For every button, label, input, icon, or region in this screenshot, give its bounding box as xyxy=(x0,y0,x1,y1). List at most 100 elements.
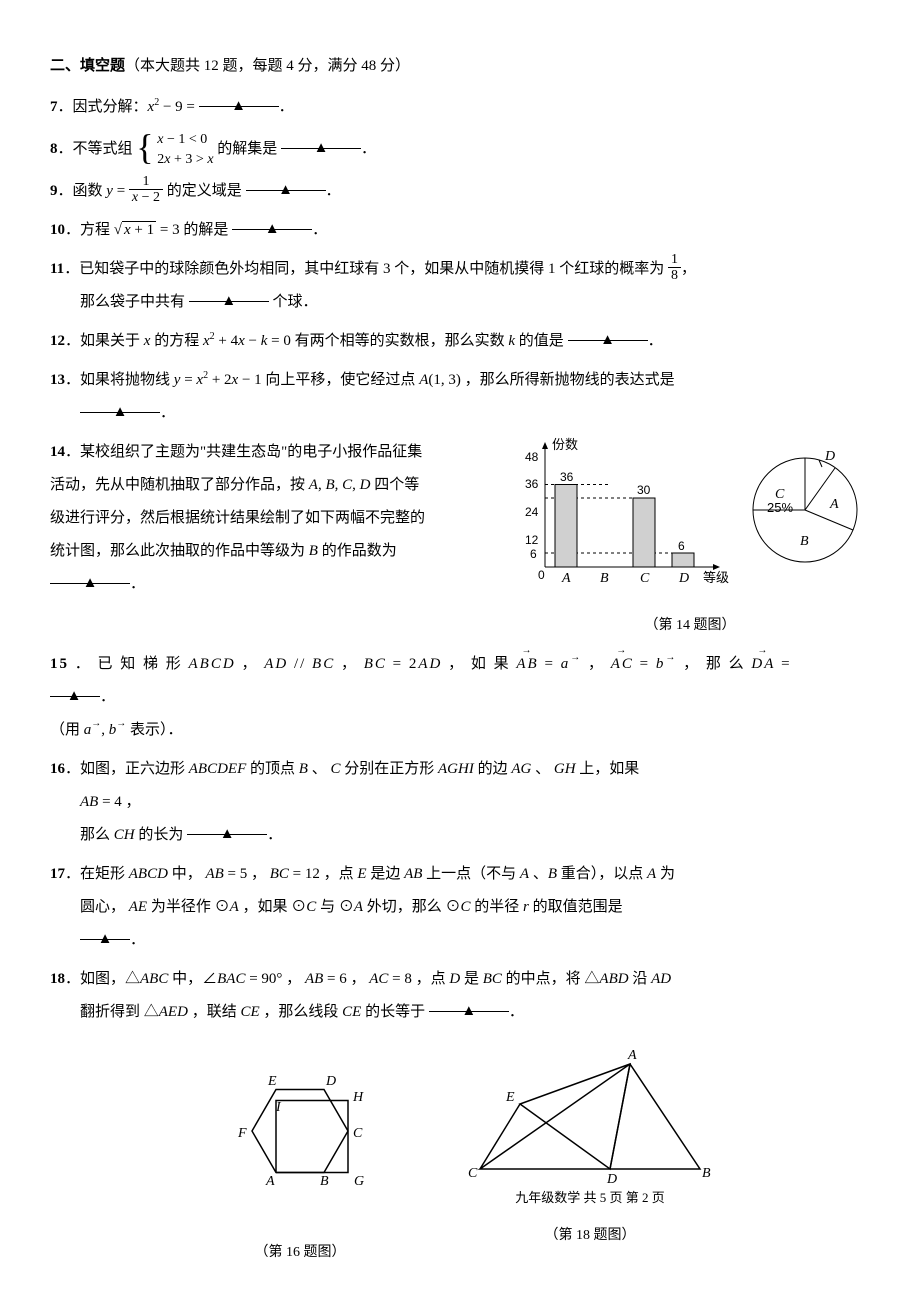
svg-text:I: I xyxy=(275,1100,282,1115)
q8-b: 的解集是 xyxy=(217,141,277,157)
svg-text:48: 48 xyxy=(525,450,539,464)
figures-row: A B G C H D E I F （第 16 题图） A B xyxy=(50,1039,870,1269)
blank: ▲ xyxy=(199,91,279,107)
svg-text:36: 36 xyxy=(560,470,574,484)
svg-text:B: B xyxy=(800,534,809,549)
q11-l2: 那么袋子中共有 xyxy=(80,294,185,310)
blank: ▲ xyxy=(80,397,160,413)
svg-text:0: 0 xyxy=(538,568,545,582)
svg-text:A: A xyxy=(265,1174,275,1189)
svg-text:D: D xyxy=(325,1074,336,1089)
bar-A xyxy=(555,485,577,568)
blank: ▲ xyxy=(281,133,361,149)
q14-caption: （第 14 题图） xyxy=(510,611,870,642)
pie-chart: D A B C 25% xyxy=(753,449,857,562)
qnum: 8 xyxy=(50,141,58,157)
svg-text:E: E xyxy=(505,1090,515,1105)
fig16-caption: （第 16 题图） xyxy=(200,1238,400,1269)
section-title: 二、填空题（本大题共 12 题，每题 4 分，满分 48 分） xyxy=(50,50,870,83)
question-14: 份数 等级 48 36 24 12 6 0 36 A B 30 xyxy=(50,436,870,642)
section-title-sub: （本大题共 12 题，每题 4 分，满分 48 分） xyxy=(125,58,410,74)
svg-text:A: A xyxy=(627,1048,637,1063)
question-16: 16．如图，正六边形 ABCDEF 的顶点 B 、 C 分别在正方形 AGHI … xyxy=(50,753,870,852)
svg-text:C: C xyxy=(353,1126,363,1141)
question-13: 13．如果将抛物线 y = x2 + 2x − 1 向上平移，使它经过点 A(1… xyxy=(50,364,870,430)
q11-fraction: 1 8 xyxy=(668,252,681,284)
question-7: 7．因式分解：x2 − 9 = ▲． xyxy=(50,91,870,124)
question-17: 17．在矩形 ABCD 中， AB = 5 ， BC = 12 ，点 E 是边 … xyxy=(50,858,870,957)
svg-text:D: D xyxy=(824,449,835,464)
question-11: 11．已知袋子中的球除颜色外均相同，其中红球有 3 个，如果从中随机摸得 1 个… xyxy=(50,253,870,319)
xlabel: 等级 xyxy=(703,570,729,585)
sqrt: √x + 1 xyxy=(114,221,156,238)
ylabel: 份数 xyxy=(552,437,578,452)
figure-18: A B C D E 九年级数学 共 5 页 第 2 页 （第 18 题图） xyxy=(460,1039,720,1269)
blank: ▲ xyxy=(50,568,130,584)
svg-text:C: C xyxy=(640,571,650,586)
bar-D xyxy=(672,553,694,567)
qnum: 12 xyxy=(50,333,65,349)
blank: ▲ xyxy=(187,819,267,835)
svg-text:B: B xyxy=(320,1174,329,1189)
q8-system: x − 1 < 0 2x + 3 > x xyxy=(157,130,213,169)
bar-C xyxy=(633,498,655,567)
blank: ▲ xyxy=(50,681,100,697)
svg-text:G: G xyxy=(354,1174,364,1189)
q9-b: 的定义域是 xyxy=(167,183,242,199)
q8-a: ．不等式组 xyxy=(58,141,133,157)
qnum: 11 xyxy=(50,261,64,277)
svg-text:24: 24 xyxy=(525,505,539,519)
qnum: 7 xyxy=(50,99,58,115)
svg-text:30: 30 xyxy=(637,483,651,497)
q9-a: ．函数 xyxy=(58,183,103,199)
q14-text: ．某校组织了主题为"共建生态岛"的电子小报作品征集活动，先从中随机抽取了部分作品… xyxy=(50,444,425,559)
section-title-main: 二、填空题 xyxy=(50,58,125,74)
question-8: 8．不等式组 { x − 1 < 0 2x + 3 > x 的解集是 ▲． xyxy=(50,130,870,169)
q14-figure: 份数 等级 48 36 24 12 6 0 36 A B 30 xyxy=(510,436,870,642)
blank: ▲ xyxy=(429,996,509,1012)
svg-text:C: C xyxy=(468,1166,478,1181)
question-10: 10．方程 √x + 1 = 3 的解是 ▲． xyxy=(50,214,870,247)
qnum: 18 xyxy=(50,971,65,987)
figure-16: A B G C H D E I F （第 16 题图） xyxy=(200,1039,400,1269)
svg-text:H: H xyxy=(352,1090,364,1105)
q10-b: 的解是 xyxy=(183,222,228,238)
qnum: 13 xyxy=(50,372,65,388)
q11-l1: ．已知袋子中的球除颜色外均相同，其中红球有 3 个，如果从中随机摸得 1 个红球… xyxy=(64,261,664,277)
svg-text:6: 6 xyxy=(678,539,685,553)
blank: ▲ xyxy=(232,214,312,230)
question-18: 18．如图，△ABC 中，∠BAC = 90° ， AB = 6 ， AC = … xyxy=(50,963,870,1029)
svg-text:E: E xyxy=(267,1074,277,1089)
question-9: 9．函数 y = 1 x − 2 的定义域是 ▲． xyxy=(50,175,870,208)
svg-text:A: A xyxy=(829,497,839,512)
blank: ▲ xyxy=(80,924,130,940)
svg-text:25%: 25% xyxy=(767,500,793,515)
fig18-caption: （第 18 题图） xyxy=(460,1221,720,1252)
qnum: 15 xyxy=(50,656,69,672)
hexagon xyxy=(252,1089,348,1172)
svg-text:12: 12 xyxy=(525,533,539,547)
svg-text:36: 36 xyxy=(525,477,539,491)
svg-text:6: 6 xyxy=(530,547,537,561)
q7-text: ．因式分解：x2 − 9 = ▲． xyxy=(58,99,294,115)
q9-fraction: 1 x − 2 xyxy=(129,174,163,206)
svg-text:A: A xyxy=(561,571,571,586)
triangle-aed xyxy=(520,1064,630,1169)
question-12: 12．如果关于 x 的方程 x2 + 4x − k = 0 有两个相等的实数根，… xyxy=(50,325,870,358)
svg-text:D: D xyxy=(678,571,689,586)
svg-text:B: B xyxy=(600,571,609,586)
qnum: 17 xyxy=(50,866,65,882)
question-15: 15 ． 已 知 梯 形 ABCD ， AD // BC ， BC = 2AD … xyxy=(50,648,870,747)
qnum: 16 xyxy=(50,761,65,777)
q14-charts: 份数 等级 48 36 24 12 6 0 36 A B 30 xyxy=(510,436,870,592)
blank: ▲ xyxy=(189,286,269,302)
qnum: 10 xyxy=(50,222,65,238)
blank: ▲ xyxy=(246,175,326,191)
svg-text:B: B xyxy=(702,1166,711,1181)
qnum: 14 xyxy=(50,444,65,460)
q10-a: ．方程 xyxy=(65,222,110,238)
brace-icon: { xyxy=(136,127,153,167)
qnum: 9 xyxy=(50,183,58,199)
svg-text:F: F xyxy=(237,1126,247,1141)
blank: ▲ xyxy=(568,325,648,341)
